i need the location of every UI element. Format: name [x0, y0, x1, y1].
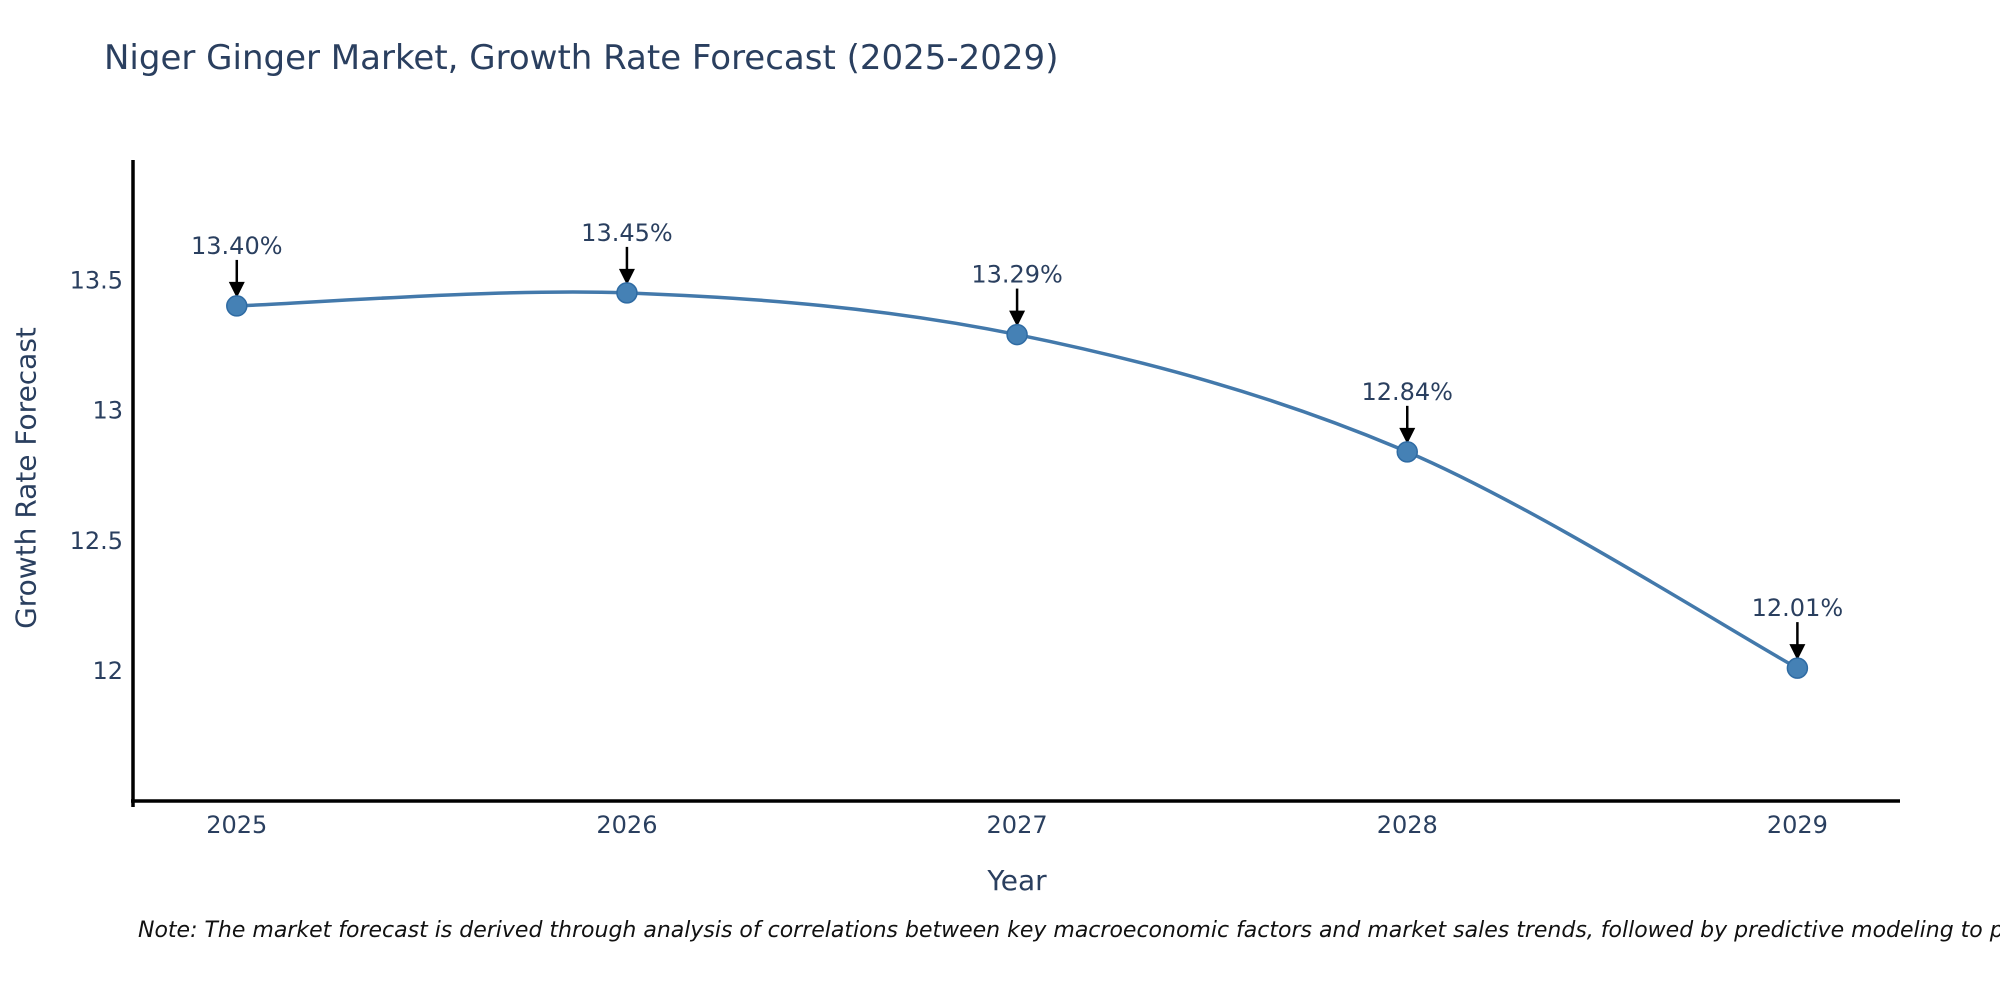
y-tick-label-12: 12	[92, 657, 123, 685]
annotation-arrow-head-2029	[1789, 644, 1806, 661]
data-point-2029[interactable]	[1786, 657, 1809, 679]
data-point-2026[interactable]	[616, 282, 638, 304]
y-tick-label-13: 13	[92, 397, 123, 425]
x-axis-title: Year	[987, 864, 1047, 897]
data-point-2025[interactable]	[226, 295, 248, 317]
annotation-arrow-head-2028	[1399, 427, 1416, 444]
y-axis-title: Growth Rate Forecast	[9, 327, 43, 629]
data-point-2028[interactable]	[1396, 441, 1418, 463]
annotation-arrow-head-2026	[618, 268, 635, 285]
chart-title: Niger Ginger Market, Growth Rate Forecas…	[104, 38, 1059, 78]
annotation-arrow-head-2027	[1009, 310, 1026, 327]
x-tick-label-2029: 2029	[1767, 811, 1828, 839]
annotation-label-2027: 13.29%	[971, 261, 1063, 289]
annotation-label-2028: 12.84%	[1361, 378, 1453, 406]
trend-line	[235, 290, 1800, 670]
x-tick-label-2027: 2027	[987, 811, 1048, 839]
y-tick-label-12.5: 12.5	[70, 527, 123, 555]
x-tick-label-2028: 2028	[1377, 811, 1438, 839]
annotation-label-2026: 13.45%	[581, 219, 673, 247]
y-tick-label-13.5: 13.5	[70, 266, 123, 294]
data-point-2027[interactable]	[1006, 323, 1028, 346]
annotation-arrow-head-2025	[228, 281, 245, 298]
annotation-label-2025: 13.40%	[191, 232, 283, 260]
x-tick-label-2026: 2026	[596, 811, 657, 839]
footnote: Note: The market forecast is derived thr…	[138, 918, 2000, 943]
x-tick-label-2025: 2025	[206, 811, 267, 839]
annotation-label-2029: 12.01%	[1752, 594, 1844, 622]
